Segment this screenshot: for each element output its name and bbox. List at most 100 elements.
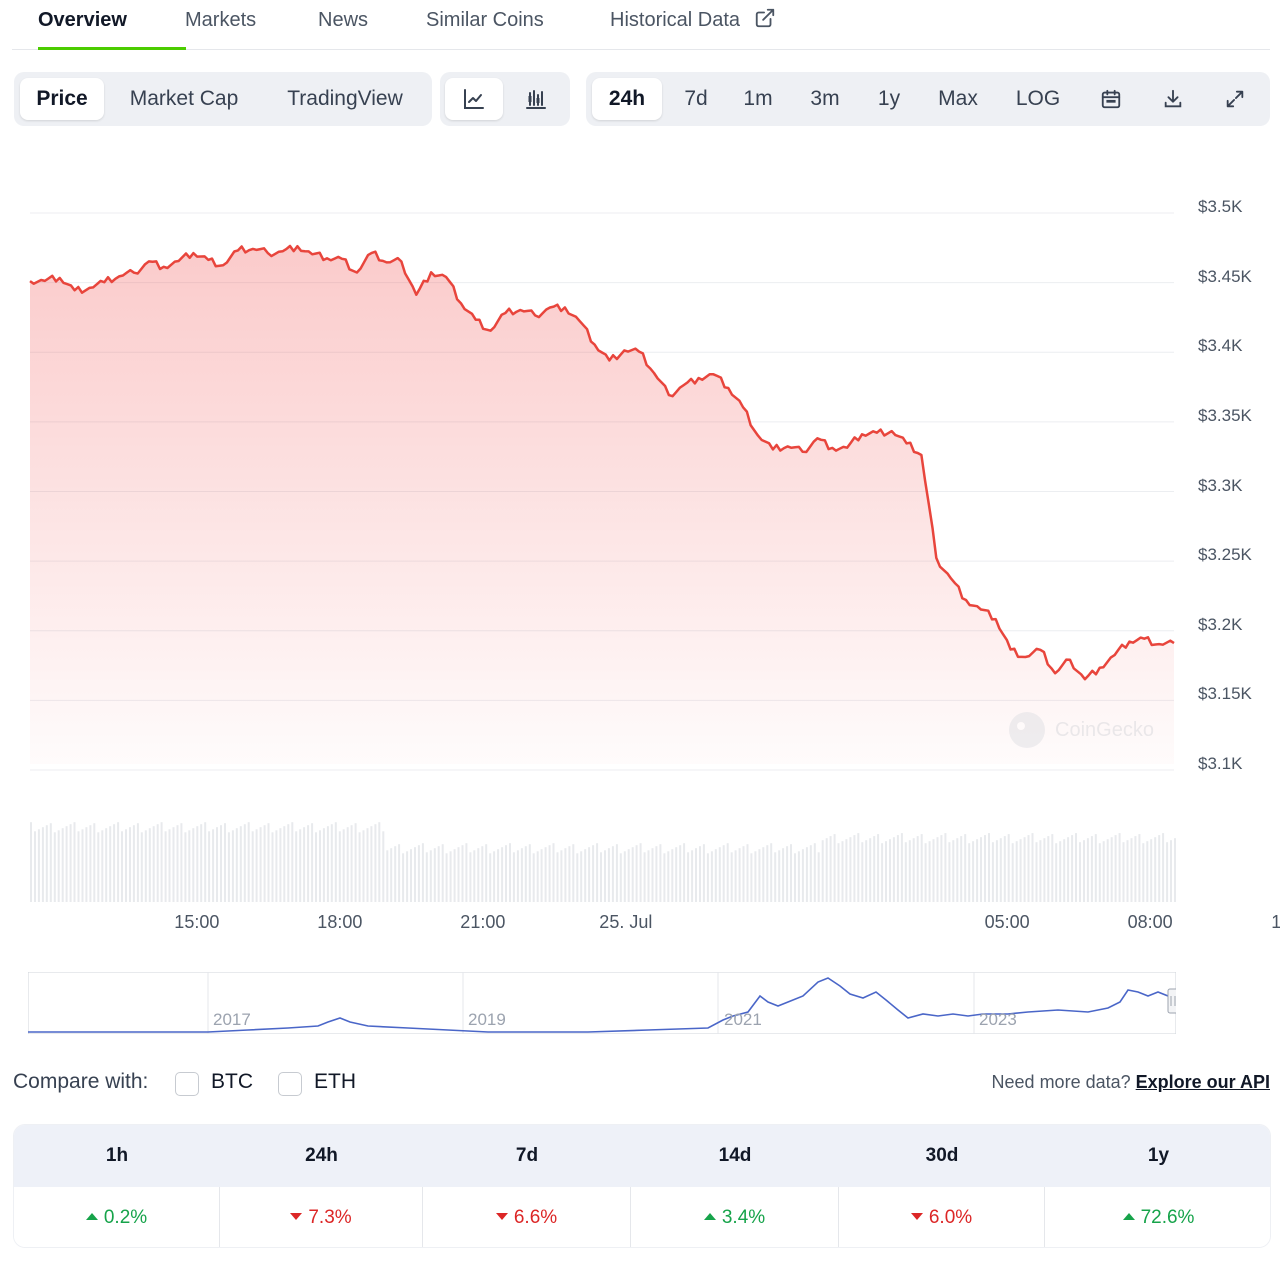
volume-bar: [366, 828, 369, 902]
range-navigator[interactable]: [28, 972, 1176, 1034]
volume-bar: [192, 828, 195, 902]
y-tick-label: $3.3K: [1198, 475, 1243, 495]
volume-bar: [208, 831, 211, 902]
navigator-handle[interactable]: [1167, 988, 1176, 1014]
volume-bar: [188, 830, 191, 902]
tab-historical-data[interactable]: Historical Data: [610, 0, 776, 50]
volume-bar: [81, 829, 84, 902]
fullscreen-button[interactable]: [1210, 78, 1260, 120]
price-tab[interactable]: Price: [20, 78, 104, 120]
volume-bar: [746, 844, 749, 902]
market-cap-tab[interactable]: Market Cap: [110, 78, 258, 120]
volume-bar: [410, 849, 412, 902]
volume-bar: [57, 830, 60, 902]
volume-bar: [469, 852, 472, 902]
volume-bar: [885, 841, 887, 902]
volume-bar: [699, 846, 701, 902]
volume-bar: [247, 822, 250, 902]
download-button[interactable]: [1148, 78, 1198, 120]
volume-bar: [576, 853, 579, 902]
tradingview-tab[interactable]: TradingView: [266, 78, 424, 120]
api-prompt-text: Need more data?: [991, 1072, 1131, 1092]
x-tick-label: 21:00: [460, 912, 506, 932]
volume-bar: [600, 852, 602, 902]
tab-similar-coins[interactable]: Similar Coins: [426, 0, 544, 50]
volume-bar: [809, 845, 812, 902]
range-24h[interactable]: 24h: [592, 78, 662, 120]
line-chart-button[interactable]: [445, 78, 503, 120]
range-7d[interactable]: 7d: [668, 78, 724, 120]
volume-bar: [53, 832, 56, 902]
volume-bar: [239, 826, 242, 902]
volume-bar: [770, 843, 773, 902]
tab-overview[interactable]: Overview: [38, 0, 186, 50]
volume-bar: [1035, 842, 1038, 902]
tab-news[interactable]: News: [318, 0, 368, 50]
volume-bar: [417, 845, 420, 902]
volume-bar: [1047, 836, 1050, 902]
volume-bar: [319, 830, 321, 902]
compare-eth-checkbox[interactable]: [278, 1072, 302, 1096]
x-tick-label: 08:00: [1127, 912, 1173, 932]
line-chart-icon: [464, 89, 484, 110]
range-max[interactable]: Max: [922, 78, 994, 120]
volume-bar: [1166, 842, 1169, 902]
range-3m[interactable]: 3m: [794, 78, 856, 120]
volume-bar: [1154, 837, 1157, 902]
volume-bar: [592, 845, 595, 902]
volume-bar: [180, 823, 183, 902]
y-tick-label: $3.35K: [1198, 405, 1252, 425]
volume-bar: [920, 834, 923, 902]
change-value: 6.0%: [839, 1187, 1045, 1247]
volume-bar: [453, 849, 456, 902]
volume-bar: [1007, 834, 1010, 902]
volume-bar: [1134, 836, 1137, 902]
volume-bar: [687, 852, 690, 902]
volume-bar: [358, 832, 361, 902]
change-value-text: 6.0%: [928, 1207, 973, 1228]
log-scale-toggle[interactable]: LOG: [1000, 78, 1076, 120]
volume-bar: [1003, 836, 1006, 902]
volume-bar: [255, 829, 258, 902]
volume-bar: [659, 844, 662, 902]
volume-bar: [944, 833, 947, 902]
volume-bar: [671, 849, 674, 902]
navigator-series: [28, 977, 1175, 1033]
range-1m-label: 1m: [743, 87, 773, 110]
volume-bar: [1170, 840, 1172, 902]
compare-btc-checkbox[interactable]: [175, 1072, 199, 1096]
volume-bar: [1102, 841, 1105, 902]
volume-bar: [97, 832, 100, 902]
price-chart[interactable]: CoinGecko: [0, 0, 1280, 960]
volume-bar: [1031, 833, 1034, 902]
caret-up-icon: [1122, 1213, 1135, 1220]
change-value: 6.6%: [423, 1187, 631, 1247]
volume-bar: [778, 850, 781, 902]
download-icon: [1164, 90, 1182, 108]
volume-bar: [679, 845, 682, 902]
volume-bar: [322, 828, 325, 902]
volume-bar: [299, 829, 302, 902]
x-tick-label: 25. Jul: [599, 912, 653, 932]
range-1y[interactable]: 1y: [862, 78, 916, 120]
volume-bar: [152, 826, 155, 902]
candlestick-chart-button[interactable]: [508, 78, 564, 120]
volume-bar: [837, 843, 840, 902]
volume-bar: [93, 823, 96, 902]
volume-bar: [964, 834, 967, 902]
volume-bar: [995, 840, 998, 902]
volume-bar: [481, 846, 484, 902]
expand-icon: [1226, 91, 1244, 108]
volume-bar: [999, 838, 1002, 902]
range-1m[interactable]: 1m: [728, 78, 788, 120]
coingecko-watermark: CoinGecko: [1009, 712, 1154, 748]
volume-bar: [184, 832, 187, 902]
date-picker-button[interactable]: [1086, 78, 1136, 120]
tab-markets[interactable]: Markets: [185, 0, 256, 50]
candlestick-chart-icon: [526, 90, 546, 110]
top-nav: Overview Markets News Similar Coins Hist…: [12, 0, 1270, 50]
change-period-header: 14d: [718, 1145, 752, 1166]
volume-bar: [960, 836, 963, 902]
navigator-year-2019: 2019: [468, 1010, 506, 1029]
explore-api-link[interactable]: Explore our API: [1135, 1072, 1270, 1092]
